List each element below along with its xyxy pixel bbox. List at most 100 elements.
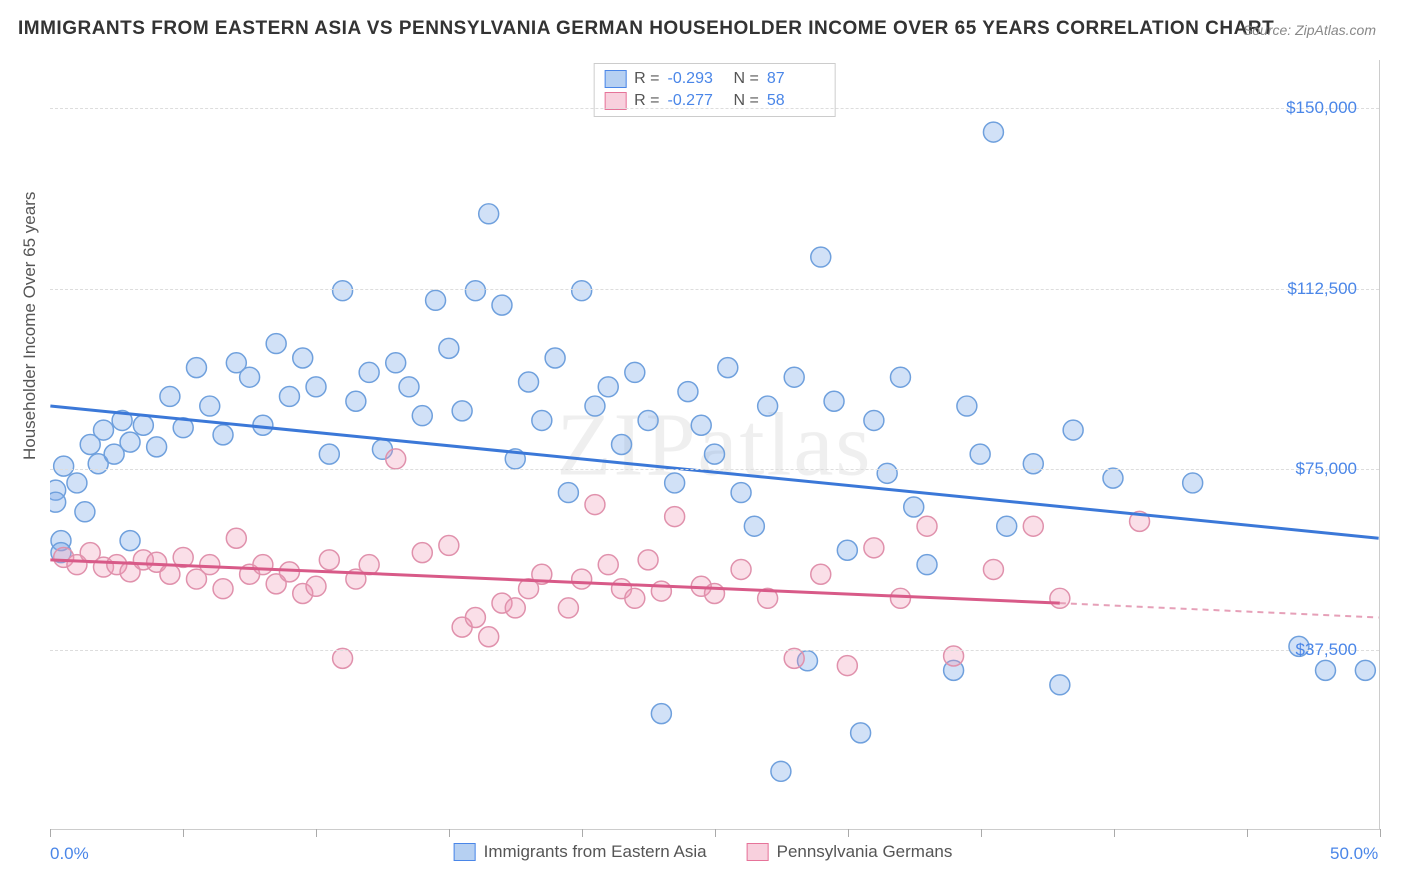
data-point bbox=[1183, 473, 1203, 493]
n-value-1: 87 bbox=[767, 70, 825, 88]
y-axis-label: Householder Income Over 65 years bbox=[20, 192, 40, 460]
legend-swatch-blue bbox=[454, 843, 476, 861]
data-point bbox=[558, 598, 578, 618]
data-point bbox=[890, 588, 910, 608]
data-point bbox=[625, 588, 645, 608]
data-point bbox=[492, 295, 512, 315]
data-point bbox=[731, 483, 751, 503]
data-point bbox=[691, 415, 711, 435]
y-tick-label: $150,000 bbox=[1286, 98, 1357, 118]
data-point bbox=[160, 386, 180, 406]
data-point bbox=[638, 410, 658, 430]
legend-swatch-blue bbox=[604, 70, 626, 88]
data-point bbox=[731, 559, 751, 579]
y-tick-label: $37,500 bbox=[1296, 640, 1357, 660]
data-point bbox=[333, 648, 353, 668]
data-point bbox=[439, 338, 459, 358]
data-point bbox=[532, 410, 552, 430]
data-point bbox=[120, 432, 140, 452]
data-point bbox=[359, 555, 379, 575]
data-point bbox=[705, 444, 725, 464]
x-tick-label: 50.0% bbox=[1330, 844, 1378, 864]
x-tick bbox=[1380, 829, 1381, 837]
data-point bbox=[359, 362, 379, 382]
data-point bbox=[997, 516, 1017, 536]
data-point bbox=[266, 334, 286, 354]
x-tick bbox=[981, 829, 982, 837]
x-tick-label: 0.0% bbox=[50, 844, 89, 864]
x-tick bbox=[582, 829, 583, 837]
data-point bbox=[133, 415, 153, 435]
data-point bbox=[200, 555, 220, 575]
data-point bbox=[306, 377, 326, 397]
x-tick bbox=[715, 829, 716, 837]
data-point bbox=[1023, 454, 1043, 474]
data-point bbox=[505, 598, 525, 618]
data-point bbox=[917, 516, 937, 536]
data-point bbox=[811, 564, 831, 584]
data-point bbox=[718, 358, 738, 378]
data-point bbox=[160, 564, 180, 584]
data-point bbox=[957, 396, 977, 416]
data-point bbox=[465, 608, 485, 628]
x-tick bbox=[848, 829, 849, 837]
data-point bbox=[917, 555, 937, 575]
data-point bbox=[412, 543, 432, 563]
legend-label-1: Immigrants from Eastern Asia bbox=[484, 842, 707, 862]
data-point bbox=[864, 410, 884, 430]
source-attribution: Source: ZipAtlas.com bbox=[1243, 22, 1376, 38]
data-point bbox=[585, 495, 605, 515]
chart-svg bbox=[50, 60, 1379, 829]
data-point bbox=[1023, 516, 1043, 536]
data-point bbox=[226, 528, 246, 548]
data-point bbox=[837, 656, 857, 676]
x-tick bbox=[449, 829, 450, 837]
data-point bbox=[1355, 660, 1375, 680]
data-point bbox=[200, 396, 220, 416]
data-point bbox=[1103, 468, 1123, 488]
data-point bbox=[665, 473, 685, 493]
data-point bbox=[585, 396, 605, 416]
data-point bbox=[824, 391, 844, 411]
gridline bbox=[50, 469, 1379, 470]
data-point bbox=[864, 538, 884, 558]
data-point bbox=[426, 290, 446, 310]
data-point bbox=[240, 367, 260, 387]
data-point bbox=[479, 204, 499, 224]
series-legend: Immigrants from Eastern Asia Pennsylvani… bbox=[454, 842, 953, 862]
data-point bbox=[1063, 420, 1083, 440]
data-point bbox=[54, 456, 74, 476]
data-point bbox=[558, 483, 578, 503]
y-tick-label: $112,500 bbox=[1287, 279, 1357, 299]
data-point bbox=[678, 382, 698, 402]
data-point bbox=[638, 550, 658, 570]
gridline bbox=[50, 108, 1379, 109]
data-point bbox=[983, 122, 1003, 142]
data-point bbox=[625, 362, 645, 382]
data-point bbox=[186, 358, 206, 378]
data-point bbox=[744, 516, 764, 536]
data-point bbox=[651, 704, 671, 724]
n-label: N = bbox=[734, 70, 759, 88]
data-point bbox=[293, 348, 313, 368]
data-point bbox=[399, 377, 419, 397]
data-point bbox=[851, 723, 871, 743]
data-point bbox=[333, 281, 353, 301]
legend-row-series1: R = -0.293 N = 87 bbox=[604, 68, 825, 90]
data-point bbox=[465, 281, 485, 301]
gridline bbox=[50, 289, 1379, 290]
data-point bbox=[479, 627, 499, 647]
data-point bbox=[412, 406, 432, 426]
data-point bbox=[346, 391, 366, 411]
data-point bbox=[890, 367, 910, 387]
data-point bbox=[811, 247, 831, 267]
r-label: R = bbox=[634, 70, 659, 88]
data-point bbox=[970, 444, 990, 464]
data-point bbox=[452, 401, 472, 421]
data-point bbox=[279, 386, 299, 406]
data-point bbox=[572, 569, 592, 589]
data-point bbox=[784, 367, 804, 387]
chart-title: IMMIGRANTS FROM EASTERN ASIA VS PENNSYLV… bbox=[18, 18, 1274, 40]
data-point bbox=[1050, 588, 1070, 608]
chart-container: IMMIGRANTS FROM EASTERN ASIA VS PENNSYLV… bbox=[0, 0, 1406, 892]
